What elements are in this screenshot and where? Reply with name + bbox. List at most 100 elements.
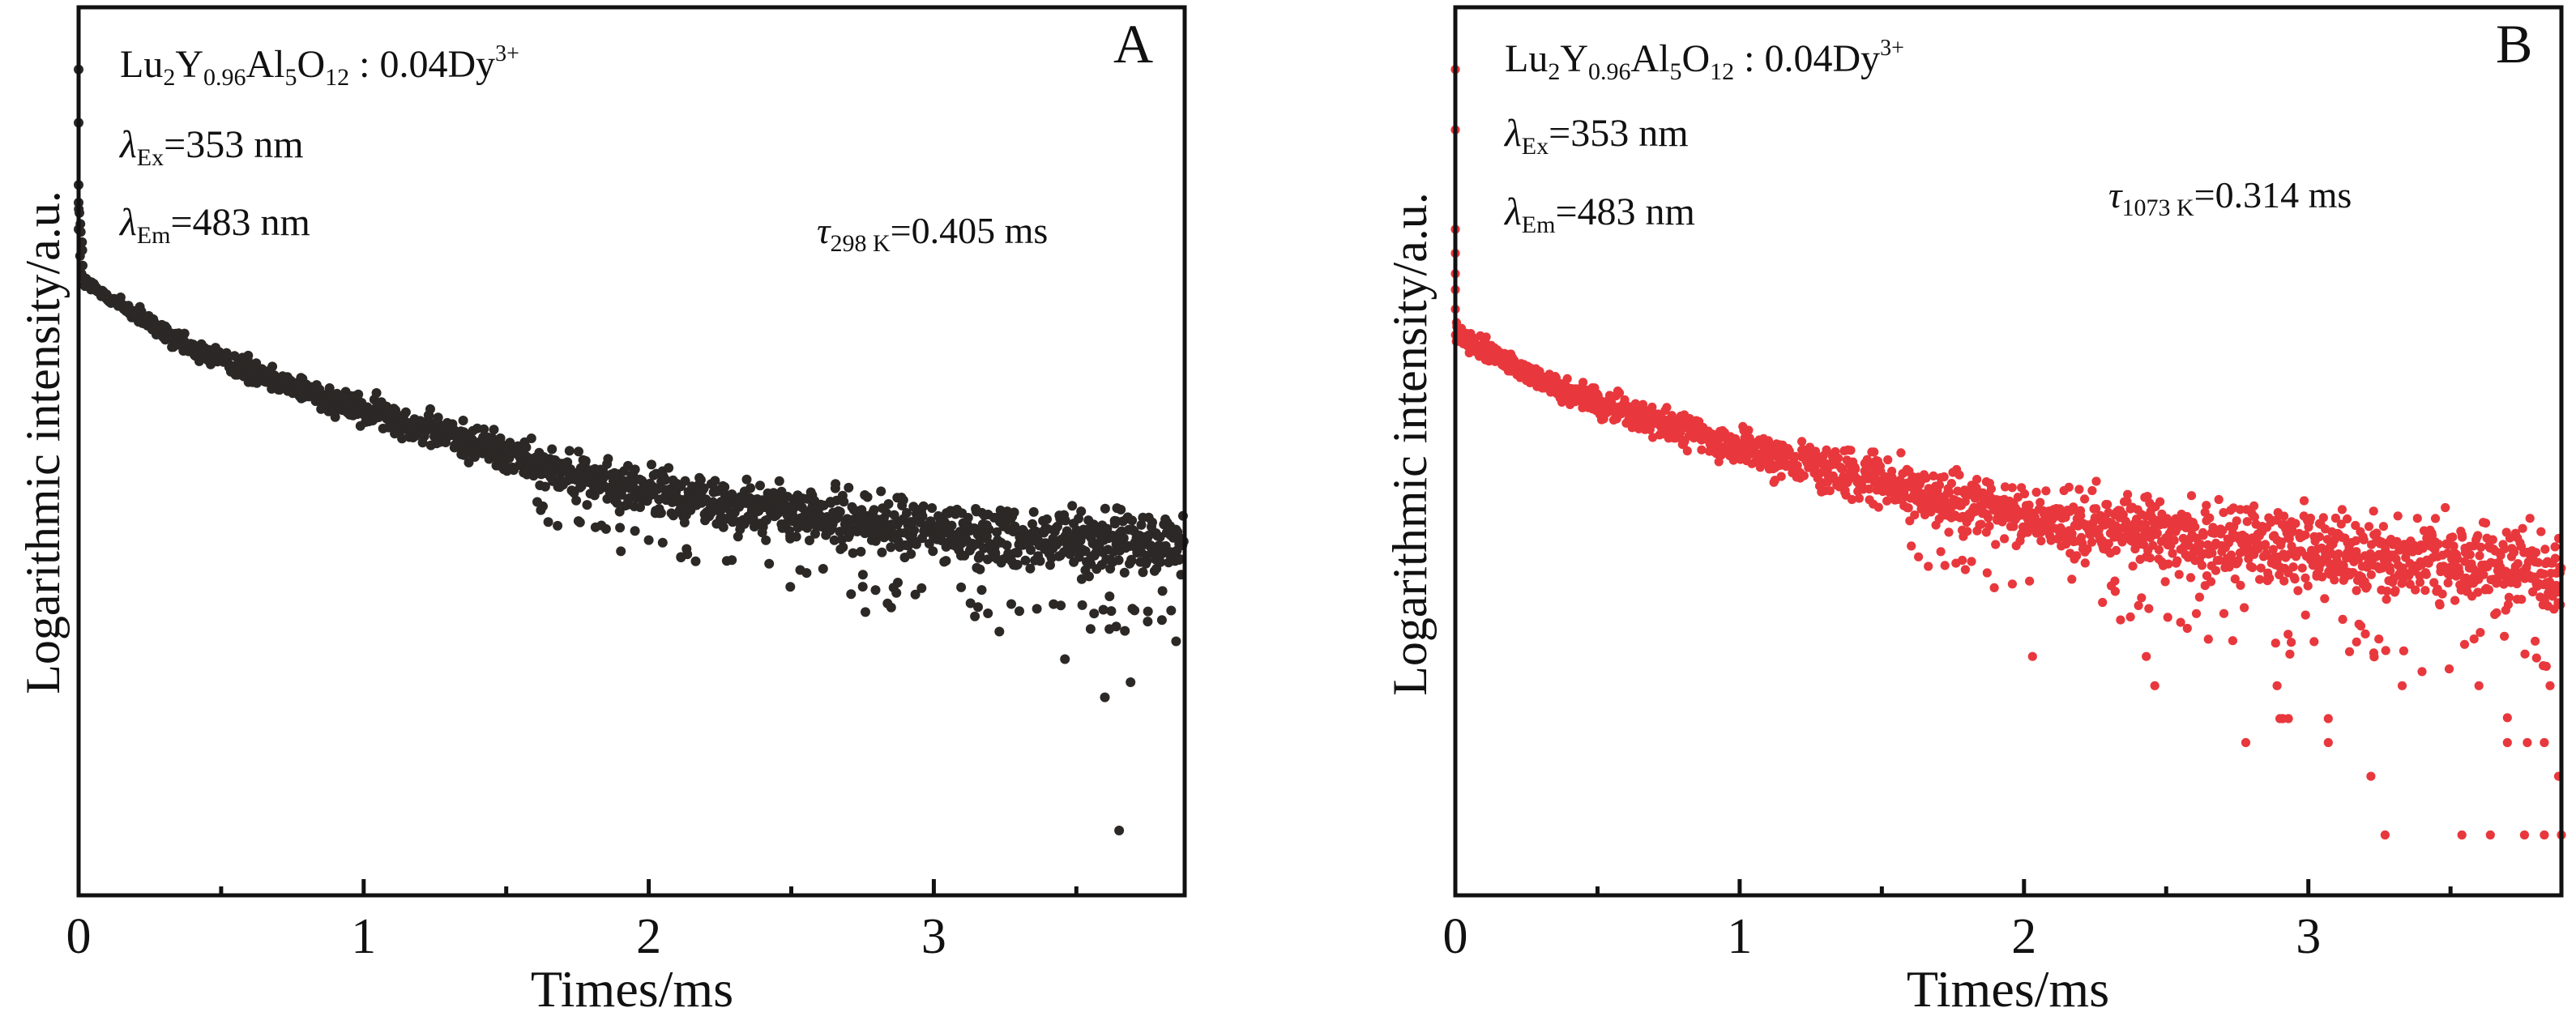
data-point (1127, 515, 1138, 526)
data-point (1136, 519, 1147, 530)
data-point (1776, 472, 1786, 481)
data-point (2520, 649, 2530, 659)
data-point (918, 501, 929, 511)
data-point (1025, 563, 1036, 574)
data-point (2036, 497, 2045, 507)
data-point (2293, 586, 2303, 596)
data-point (1147, 517, 1157, 527)
data-point (911, 539, 921, 549)
data-point (2186, 491, 2197, 501)
data-point (2531, 548, 2541, 557)
data-point (2420, 586, 2430, 596)
data-point (2249, 512, 2259, 522)
x-tick-label: 1 (1727, 909, 1752, 964)
data-point (1074, 552, 1084, 562)
data-point (521, 442, 532, 453)
data-point (1963, 527, 1972, 536)
data-point (1049, 599, 1059, 609)
plot-frame (76, 5, 1187, 898)
data-point (2415, 578, 2425, 587)
data-point (2360, 629, 2370, 639)
data-point (909, 525, 920, 536)
data-point (2533, 557, 2544, 567)
data-point (2330, 575, 2339, 585)
data-point (2072, 551, 2082, 561)
data-point (1562, 374, 1572, 383)
data-point (2067, 529, 2077, 539)
data-point (1089, 608, 1100, 619)
data-point (718, 522, 728, 532)
data-point (2444, 664, 2454, 674)
data-point (1960, 565, 1970, 574)
data-point (2218, 526, 2228, 536)
data-point (2202, 501, 2211, 510)
data-point (2287, 541, 2296, 551)
outlier-point (1156, 615, 1167, 626)
data-point (1175, 554, 1185, 564)
data-point (2374, 634, 2384, 644)
data-point (2203, 634, 2213, 644)
data-point (2412, 514, 2422, 523)
data-point (2550, 553, 2560, 563)
data-point (2382, 595, 2391, 604)
data-point (1885, 488, 1895, 497)
data-point (1111, 621, 1121, 632)
data-point (2232, 516, 2241, 526)
data-point (1119, 567, 1130, 578)
data-point (2083, 544, 2092, 554)
data-point (2087, 485, 2097, 496)
data-point (2041, 486, 2051, 496)
data-point (2503, 600, 2513, 609)
data-point (679, 517, 690, 527)
data-point (2500, 631, 2510, 641)
data-point (2480, 519, 2491, 528)
data-point (1084, 571, 1094, 582)
y-axis-label: Logarithmic intensity/a.u. (16, 190, 70, 694)
outlier-point (1060, 654, 1070, 664)
data-point (2275, 570, 2284, 580)
data-point (1002, 540, 1012, 550)
data-point (783, 492, 792, 502)
data-point (2351, 520, 2360, 531)
data-point (1792, 461, 1802, 471)
excitation-wavelength: λEx=353 nm (1503, 112, 1689, 160)
data-point (2382, 587, 2392, 596)
data-point (2279, 511, 2289, 521)
data-point (2283, 630, 2293, 639)
data-point (2191, 608, 2202, 618)
data-point (1578, 378, 1588, 387)
data-point (965, 598, 976, 608)
data-point (745, 483, 756, 493)
data-point (1648, 433, 1658, 442)
data-point (1012, 559, 1023, 570)
data-point (984, 524, 994, 535)
data-point (1929, 471, 1938, 481)
data-point (1834, 453, 1843, 463)
data-point (1166, 605, 1177, 616)
data-point (748, 514, 758, 524)
data-point (976, 585, 987, 596)
data-point (1731, 433, 1741, 444)
data-point (1138, 567, 1148, 578)
data-point (916, 583, 927, 593)
data-point (2343, 514, 2352, 524)
outlier-point (2540, 830, 2549, 840)
data-point (2080, 558, 2090, 568)
x-ticks-b: 0 1 2 3 (1443, 879, 2453, 964)
outlier-point (1114, 826, 1125, 835)
data-point (371, 388, 382, 398)
data-point (805, 536, 814, 545)
data-point (2550, 542, 2560, 552)
data-point (2265, 574, 2275, 583)
emission-wavelength: λEm=483 nm (118, 201, 310, 249)
data-point (1100, 503, 1110, 514)
data-point (2007, 483, 2017, 493)
data-point (615, 523, 626, 533)
data-point (2178, 533, 2188, 544)
data-point (2288, 562, 2298, 572)
data-point (2330, 513, 2340, 523)
data-point (1076, 574, 1087, 584)
data-point (2448, 532, 2458, 542)
data-point (2098, 597, 2108, 608)
data-point (1926, 507, 1936, 517)
